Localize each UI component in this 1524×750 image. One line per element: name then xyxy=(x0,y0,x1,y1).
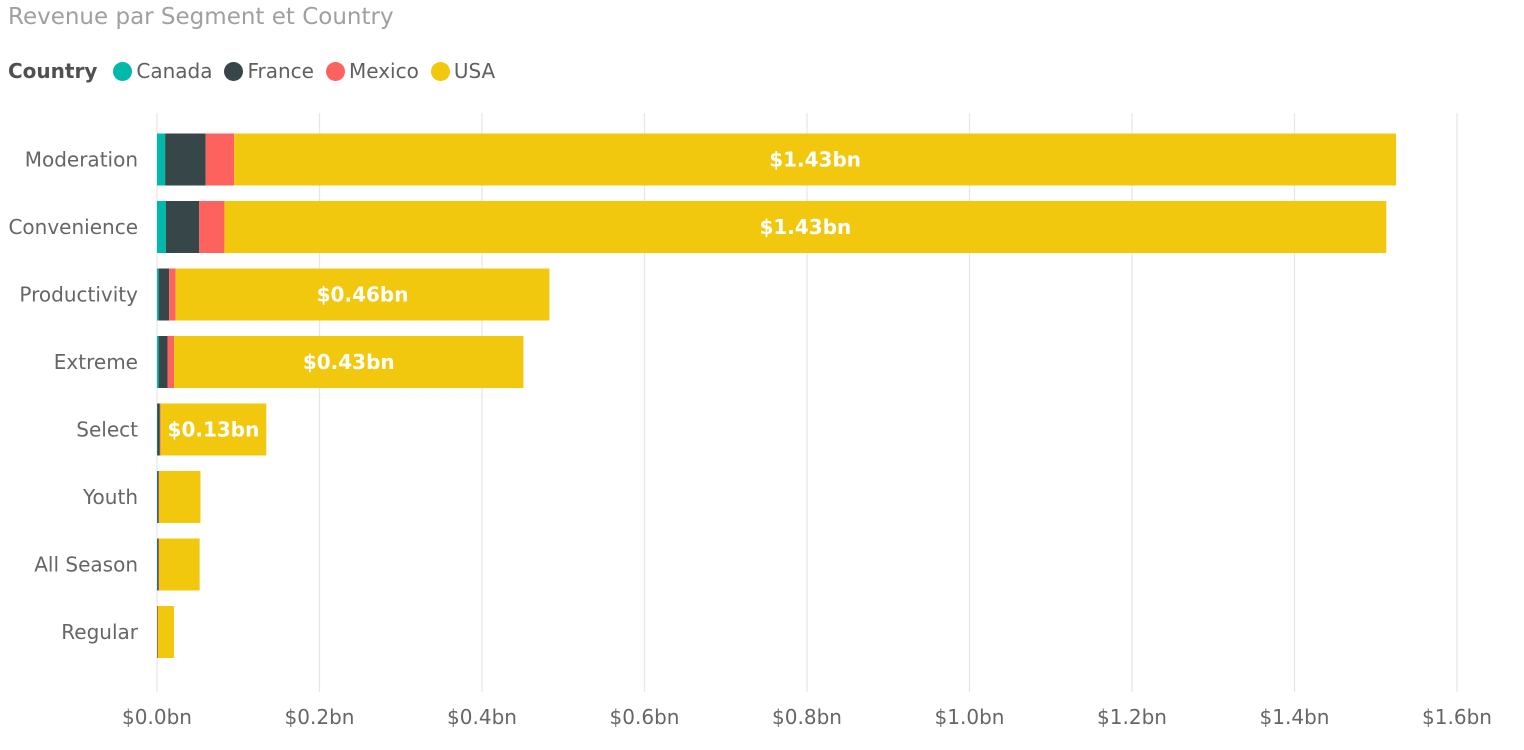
bar-segment[interactable] xyxy=(157,471,158,523)
legend-dot-icon xyxy=(113,61,133,81)
bar-segment[interactable] xyxy=(175,268,550,321)
data-label: $1.43bn xyxy=(769,148,861,172)
y-tick-label: Convenience xyxy=(8,215,138,239)
y-tick-label: Regular xyxy=(61,620,138,644)
bar-segment[interactable] xyxy=(157,538,158,591)
x-tick-label: $1.6bn xyxy=(1422,705,1492,729)
y-tick-label: Productivity xyxy=(19,283,138,307)
bar-segment[interactable] xyxy=(157,471,159,523)
bar-segment[interactable] xyxy=(157,201,166,253)
legend-item-mexico[interactable]: Mexico xyxy=(325,59,419,83)
legend: Country Canada France Mexico USA xyxy=(8,58,507,84)
bar-segment[interactable] xyxy=(158,336,168,388)
bar-segment[interactable] xyxy=(157,133,166,186)
legend-label: France xyxy=(247,59,314,83)
bar-segment[interactable] xyxy=(159,403,161,456)
legend-label: USA xyxy=(453,59,496,83)
y-tick-label: Select xyxy=(76,418,138,442)
legend-item-canada[interactable]: Canada xyxy=(113,59,212,83)
bar-segment[interactable] xyxy=(174,336,524,388)
x-tick-label: $1.2bn xyxy=(1097,705,1167,729)
bar-segment[interactable] xyxy=(157,606,158,658)
legend-dot-icon xyxy=(224,61,244,81)
chart-title: Revenue par Segment et Country xyxy=(8,4,394,30)
bar-segment[interactable] xyxy=(157,538,159,591)
y-tick-label: All Season xyxy=(34,553,138,577)
y-tick-label: Youth xyxy=(82,485,138,509)
bar-segment[interactable] xyxy=(169,268,176,321)
x-tick-label: $0.6bn xyxy=(610,705,680,729)
legend-label: Canada xyxy=(136,59,213,83)
y-tick-label: Extreme xyxy=(54,350,138,374)
x-tick-label: $0.2bn xyxy=(285,705,355,729)
bar-segment[interactable] xyxy=(157,336,159,388)
bar-segment[interactable] xyxy=(224,201,1387,253)
bar-segment[interactable] xyxy=(159,471,201,523)
bar-segment[interactable] xyxy=(165,133,206,186)
x-tick-label: $1.4bn xyxy=(1260,705,1330,729)
x-tick-label: $0.4bn xyxy=(447,705,517,729)
x-tick-label: $0.0bn xyxy=(122,705,192,729)
bar-segment[interactable] xyxy=(157,268,159,321)
bar-segment[interactable] xyxy=(167,336,175,388)
bar-segment[interactable] xyxy=(199,201,225,253)
x-tick-label: $1.0bn xyxy=(935,705,1005,729)
bar-segment[interactable] xyxy=(158,471,160,523)
data-label: $0.43bn xyxy=(303,350,395,374)
bar-segment[interactable] xyxy=(158,538,160,591)
data-label: $0.46bn xyxy=(317,283,409,307)
bar-segment[interactable] xyxy=(160,403,267,456)
legend-item-usa[interactable]: USA xyxy=(430,59,496,83)
legend-dot-icon xyxy=(430,61,450,81)
legend-title: Country xyxy=(8,59,98,83)
bar-segment[interactable] xyxy=(165,201,200,253)
bar-segment[interactable] xyxy=(159,538,200,591)
bar-segment[interactable] xyxy=(205,133,235,186)
data-label: $1.43bn xyxy=(759,215,851,239)
bar-segment[interactable] xyxy=(234,133,1397,186)
y-tick-label: Moderation xyxy=(25,148,138,172)
x-tick-label: $0.8bn xyxy=(772,705,842,729)
bar-segment[interactable] xyxy=(157,606,175,658)
legend-dot-icon xyxy=(325,61,345,81)
bar-segment[interactable] xyxy=(157,403,158,456)
legend-item-france[interactable]: France xyxy=(224,59,314,83)
bar-segment[interactable] xyxy=(157,403,160,456)
data-label: $0.13bn xyxy=(168,418,260,442)
bar-segment[interactable] xyxy=(158,268,170,321)
legend-label: Mexico xyxy=(348,59,419,83)
